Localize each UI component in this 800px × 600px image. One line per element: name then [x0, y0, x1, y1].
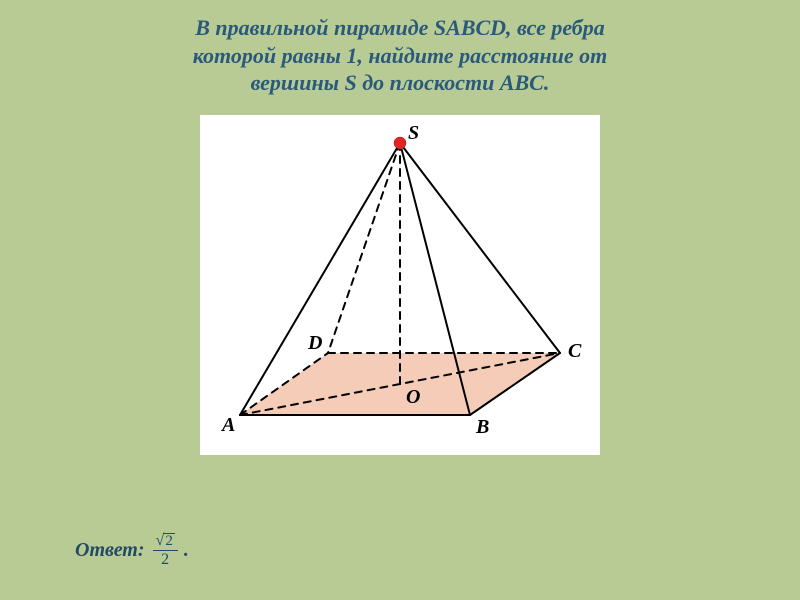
answer-numerator: √ 2 — [153, 533, 178, 550]
pyramid-svg: S A B C D O — [200, 115, 600, 455]
answer-radicand: 2 — [163, 533, 175, 549]
vertex-label-O: O — [406, 386, 420, 408]
sqrt-icon: √ 2 — [156, 533, 175, 549]
answer-denominator: 2 — [161, 551, 169, 568]
vertex-label-C: C — [568, 340, 582, 362]
answer-row: Ответ: √ 2 2 . — [75, 533, 189, 568]
apex-marker — [394, 137, 406, 149]
vertex-label-D: D — [307, 332, 322, 354]
title-line-2: которой равны 1, найдите расстояние от — [40, 42, 760, 70]
edge-SC — [400, 143, 560, 353]
pyramid-figure: S A B C D O — [200, 115, 600, 455]
vertex-label-B: B — [475, 416, 489, 438]
answer-label: Ответ: — [75, 539, 145, 562]
answer-fraction: √ 2 2 — [153, 533, 178, 568]
vertex-label-S: S — [408, 122, 419, 144]
vertex-label-A: A — [220, 414, 235, 436]
title-line-1: В правильной пирамиде SABCD, все ребра — [40, 14, 760, 42]
answer-period: . — [184, 539, 189, 562]
problem-title: В правильной пирамиде SABCD, все ребра к… — [0, 0, 800, 107]
title-line-3: вершины S до плоскости ABC. — [40, 69, 760, 97]
